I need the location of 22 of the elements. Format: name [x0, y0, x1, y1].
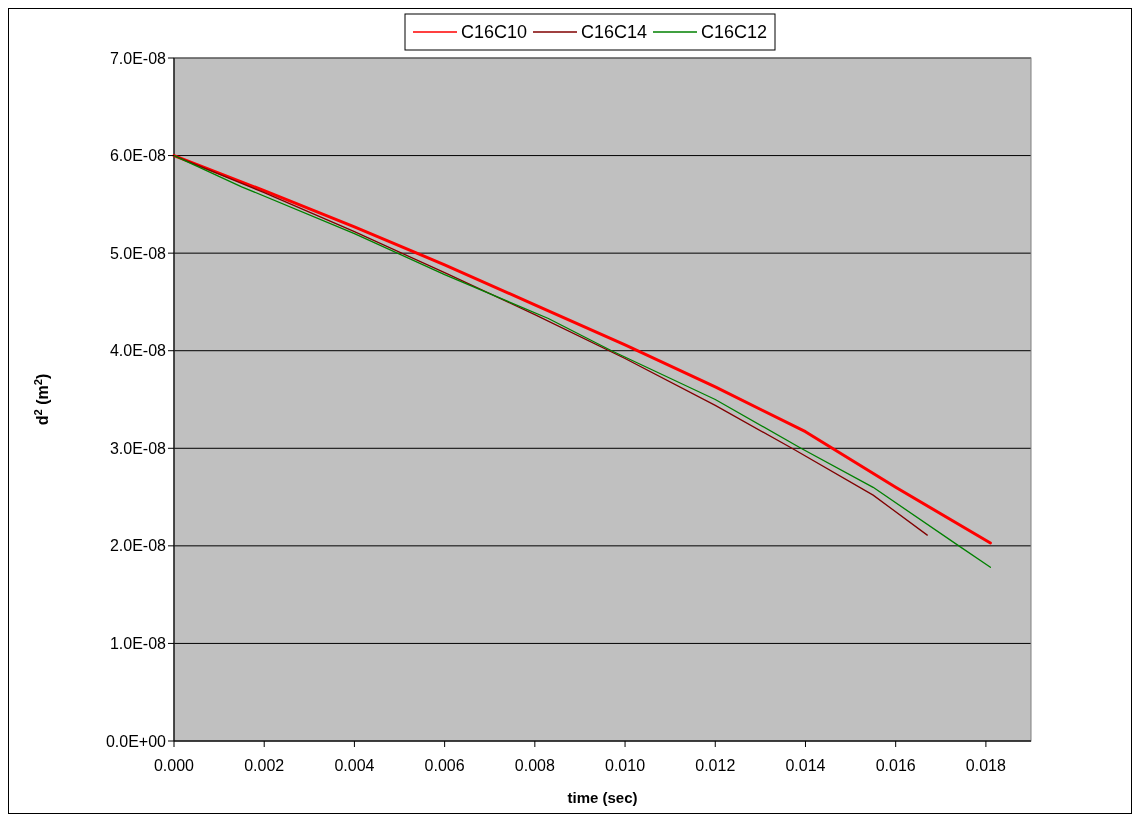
- y-tick-label: 4.0E-08: [109, 342, 167, 360]
- x-tick-label: 0.008: [514, 757, 555, 774]
- x-tick-label: 0.014: [785, 757, 826, 774]
- x-tick-label: 0.004: [334, 757, 375, 774]
- x-tick-label: 0.002: [244, 757, 285, 774]
- y-tick-label: 7.0E-08: [109, 49, 167, 67]
- x-axis-title: time (sec): [567, 789, 638, 806]
- legend-label: C16C12: [701, 22, 768, 43]
- x-tick-label: 0.012: [695, 757, 736, 774]
- y-tick-label: 0.0E+00: [105, 732, 167, 750]
- y-tick-label: 1.0E-08: [109, 635, 167, 653]
- y-tick-label: 6.0E-08: [109, 147, 167, 165]
- x-tick-label: 0.018: [965, 757, 1007, 774]
- y-tick-label: 2.0E-08: [109, 537, 167, 555]
- y-tick-label: 3.0E-08: [109, 439, 167, 457]
- x-tick-label: 0.010: [605, 757, 646, 774]
- legend-label: C16C14: [581, 22, 648, 43]
- y-tick-label: 5.0E-08: [109, 244, 167, 262]
- x-tick-label: 0.000: [153, 757, 195, 774]
- legend-label: C16C10: [461, 22, 528, 43]
- x-tick-label: 0.016: [875, 757, 916, 774]
- x-tick-label: 0.006: [424, 757, 465, 774]
